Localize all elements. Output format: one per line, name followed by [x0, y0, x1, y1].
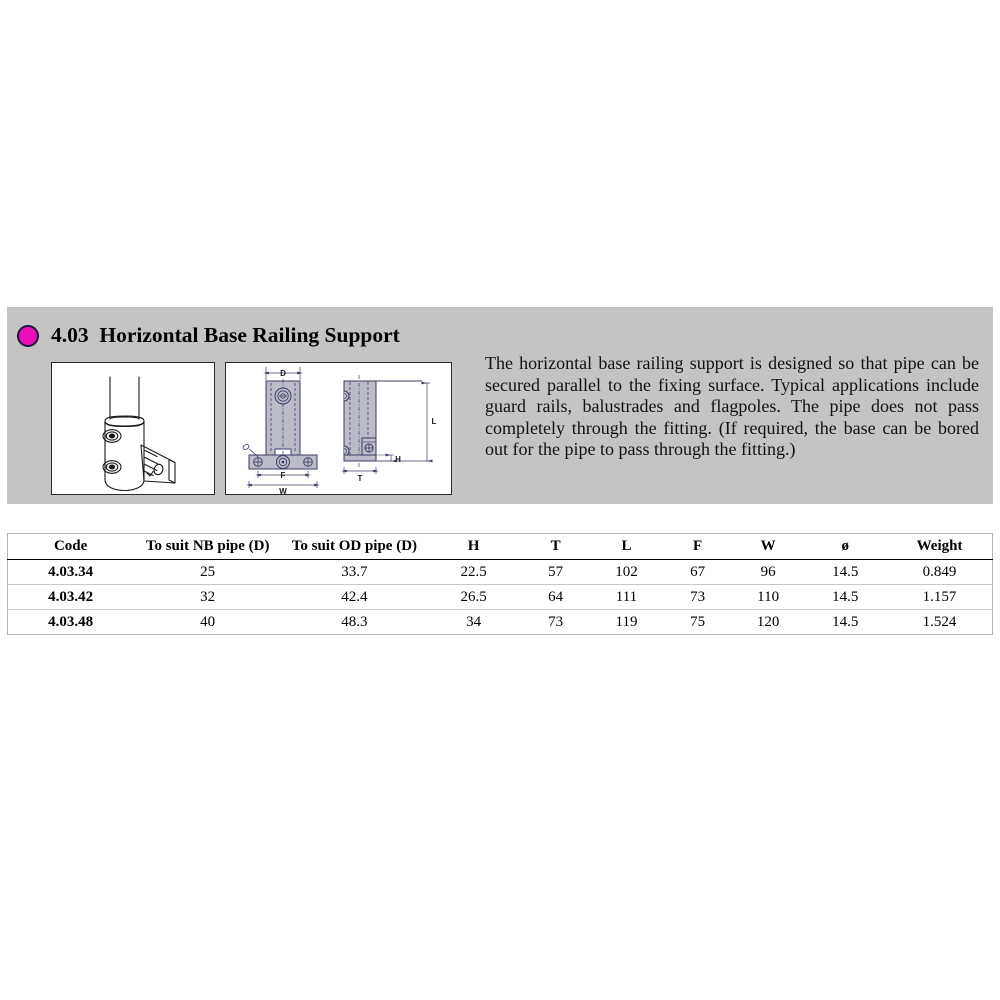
svg-text:D: D: [280, 369, 286, 378]
svg-text:H: H: [395, 455, 401, 464]
svg-text:F: F: [281, 471, 286, 480]
svg-text:W: W: [279, 487, 287, 496]
svg-text:T: T: [358, 474, 363, 483]
svg-text:L: L: [432, 417, 437, 426]
